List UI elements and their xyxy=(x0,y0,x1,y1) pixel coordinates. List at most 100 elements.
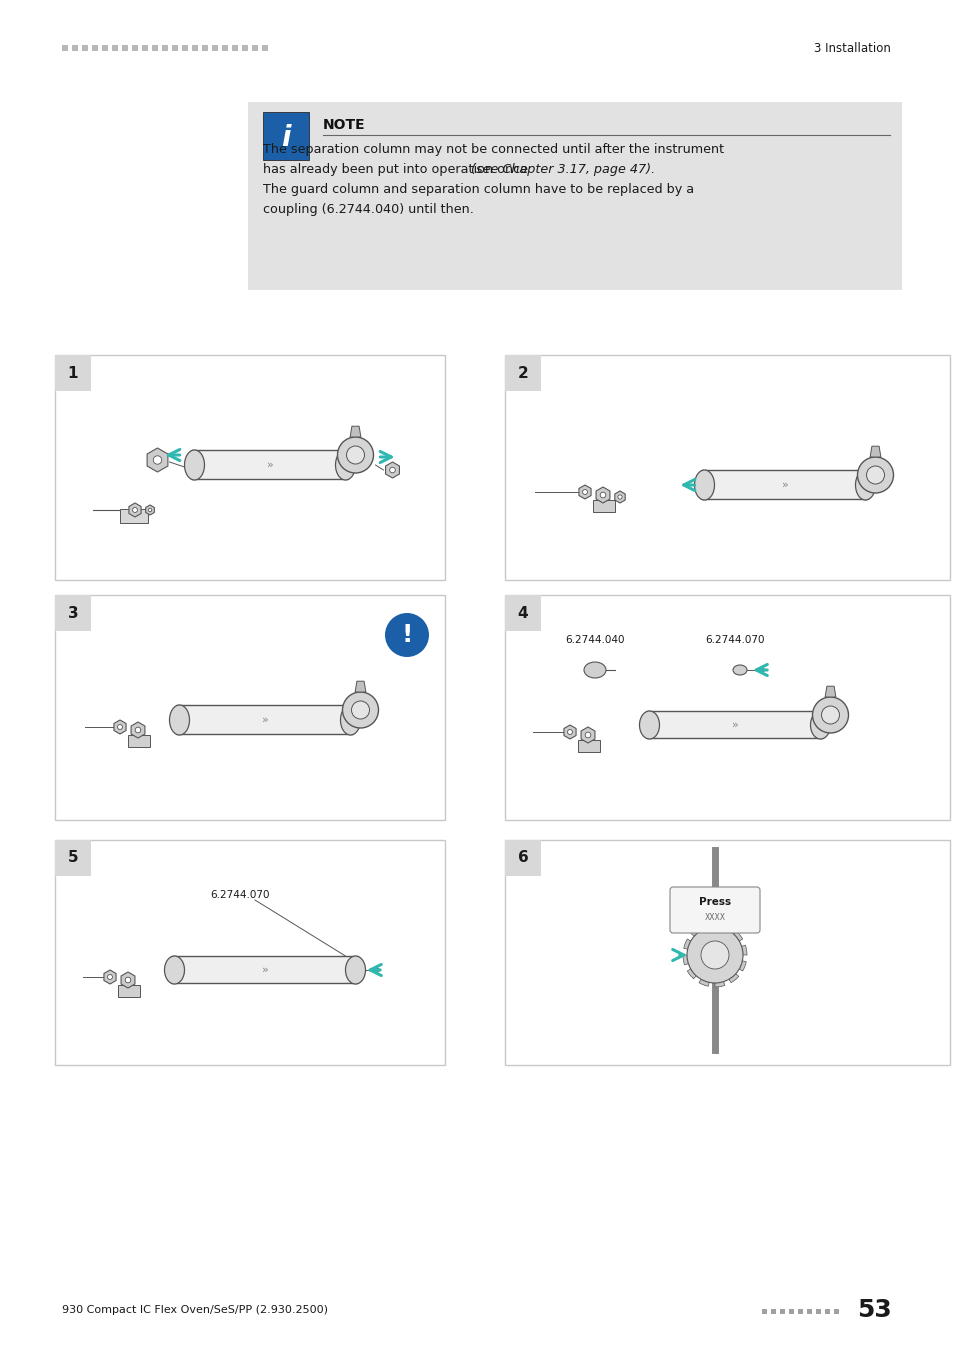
Polygon shape xyxy=(355,682,366,693)
Polygon shape xyxy=(113,720,126,734)
Ellipse shape xyxy=(184,450,204,481)
Ellipse shape xyxy=(375,968,379,972)
Bar xyxy=(578,740,599,752)
Bar xyxy=(504,355,540,392)
Polygon shape xyxy=(578,485,591,500)
Bar xyxy=(162,45,168,51)
Polygon shape xyxy=(580,728,595,743)
Circle shape xyxy=(618,495,621,500)
Polygon shape xyxy=(714,931,742,954)
Ellipse shape xyxy=(348,965,361,975)
Bar xyxy=(182,45,188,51)
Circle shape xyxy=(857,458,893,493)
Bar xyxy=(222,45,228,51)
Bar xyxy=(82,45,88,51)
Bar xyxy=(780,1310,784,1314)
Text: i: i xyxy=(281,124,291,153)
Text: NOTE: NOTE xyxy=(323,117,365,132)
Text: (see Chapter 3.17, page 47).: (see Chapter 3.17, page 47). xyxy=(471,163,655,177)
Circle shape xyxy=(342,693,378,728)
Bar xyxy=(212,45,218,51)
Text: 5: 5 xyxy=(68,850,78,865)
Bar xyxy=(833,1310,838,1314)
Bar xyxy=(770,1310,775,1314)
Text: 6.2744.070: 6.2744.070 xyxy=(704,634,764,645)
Circle shape xyxy=(567,729,572,734)
Text: »: » xyxy=(781,481,787,490)
Bar xyxy=(172,45,178,51)
Bar xyxy=(262,45,268,51)
Bar xyxy=(788,1310,793,1314)
Polygon shape xyxy=(146,505,154,514)
Bar xyxy=(55,840,444,1065)
Text: 3 Installation: 3 Installation xyxy=(813,42,890,54)
Bar xyxy=(824,1310,829,1314)
Circle shape xyxy=(108,975,112,980)
Circle shape xyxy=(337,437,374,472)
Circle shape xyxy=(148,508,152,512)
Bar xyxy=(263,112,309,161)
Polygon shape xyxy=(699,954,714,987)
Circle shape xyxy=(584,732,590,738)
Text: 3: 3 xyxy=(68,606,78,621)
Ellipse shape xyxy=(759,668,763,672)
Bar xyxy=(761,1310,766,1314)
Circle shape xyxy=(351,701,369,720)
Circle shape xyxy=(812,697,847,733)
Bar xyxy=(232,45,237,51)
Ellipse shape xyxy=(340,705,360,734)
FancyBboxPatch shape xyxy=(700,471,868,500)
FancyBboxPatch shape xyxy=(175,706,354,734)
Polygon shape xyxy=(691,927,714,954)
Polygon shape xyxy=(683,940,714,954)
Ellipse shape xyxy=(335,450,355,481)
Polygon shape xyxy=(714,954,724,987)
Bar xyxy=(504,595,540,630)
Ellipse shape xyxy=(170,705,190,734)
Bar xyxy=(122,45,128,51)
Bar xyxy=(71,45,78,51)
Circle shape xyxy=(153,456,161,464)
Polygon shape xyxy=(824,686,835,697)
Bar xyxy=(504,595,949,819)
Ellipse shape xyxy=(164,956,184,984)
Polygon shape xyxy=(563,725,576,738)
Bar xyxy=(55,595,444,819)
Text: 2: 2 xyxy=(517,366,528,381)
Circle shape xyxy=(346,446,364,464)
Bar xyxy=(248,103,901,290)
Circle shape xyxy=(385,613,429,657)
Text: XXXX: XXXX xyxy=(703,914,724,922)
Text: »: » xyxy=(261,716,268,725)
Text: 6: 6 xyxy=(517,850,528,865)
Bar xyxy=(202,45,208,51)
Ellipse shape xyxy=(639,711,659,738)
Bar xyxy=(55,355,91,392)
Ellipse shape xyxy=(583,662,605,678)
Text: 53: 53 xyxy=(857,1297,891,1322)
FancyBboxPatch shape xyxy=(191,451,349,479)
Bar xyxy=(62,45,68,51)
Bar xyxy=(815,1310,821,1314)
Text: Press: Press xyxy=(699,896,730,907)
Polygon shape xyxy=(131,722,145,738)
Bar xyxy=(593,500,615,512)
Bar xyxy=(112,45,118,51)
Bar xyxy=(806,1310,811,1314)
Polygon shape xyxy=(682,954,714,965)
Bar xyxy=(192,45,198,51)
FancyBboxPatch shape xyxy=(645,711,823,738)
Polygon shape xyxy=(714,954,745,971)
Text: !: ! xyxy=(401,622,413,647)
FancyBboxPatch shape xyxy=(171,957,358,984)
Bar xyxy=(142,45,148,51)
Circle shape xyxy=(582,490,587,494)
Text: coupling (6.2744.040) until then.: coupling (6.2744.040) until then. xyxy=(263,204,474,216)
Text: »: » xyxy=(266,460,274,470)
Circle shape xyxy=(135,728,141,733)
Polygon shape xyxy=(686,954,714,979)
Ellipse shape xyxy=(855,470,875,500)
Polygon shape xyxy=(614,491,624,504)
Circle shape xyxy=(117,725,122,729)
Circle shape xyxy=(132,508,137,513)
